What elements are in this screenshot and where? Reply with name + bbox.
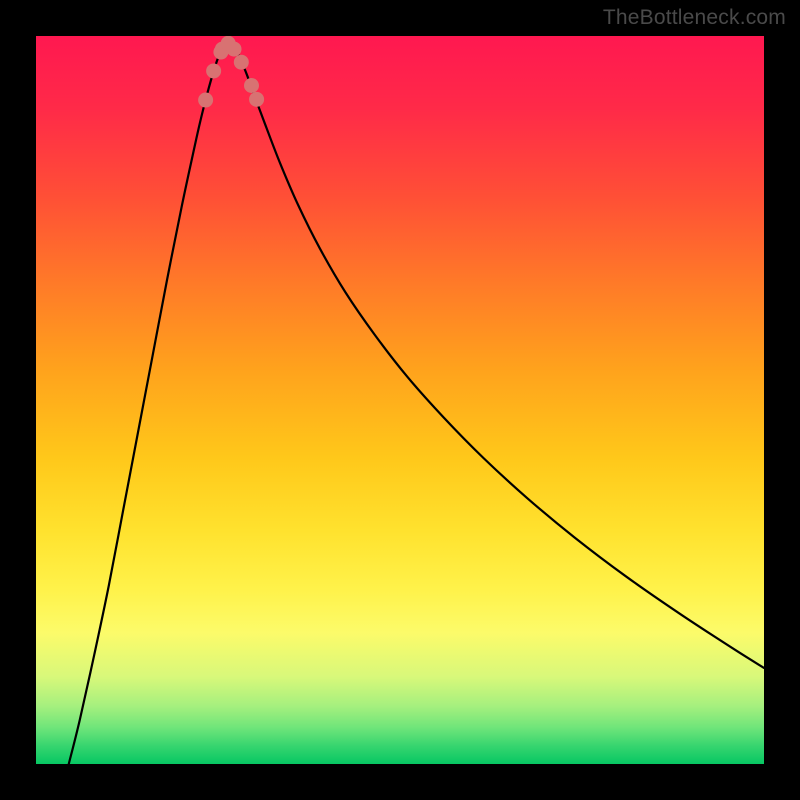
plot-svg bbox=[36, 36, 764, 764]
curve-marker bbox=[198, 93, 213, 108]
chart-container: TheBottleneck.com bbox=[0, 0, 800, 800]
watermark-text: TheBottleneck.com bbox=[603, 6, 786, 30]
curve-marker bbox=[249, 92, 264, 107]
curve-marker bbox=[234, 55, 249, 70]
curve-marker bbox=[227, 42, 242, 57]
plot-area bbox=[36, 36, 764, 764]
curve-marker bbox=[244, 78, 259, 93]
curve-marker bbox=[206, 63, 221, 78]
